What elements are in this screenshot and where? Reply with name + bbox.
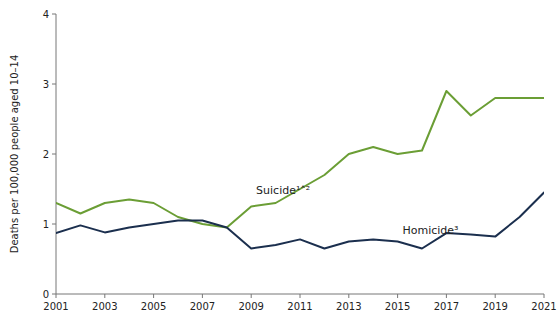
x-tick-label: 2015: [385, 301, 410, 312]
x-tick: [495, 294, 496, 298]
x-tick-label: 2001: [43, 301, 68, 312]
y-tick-label: 0: [43, 289, 49, 300]
x-tick-label: 2003: [92, 301, 117, 312]
x-tick: [397, 294, 398, 298]
chart: 2001200320052007200920112013201520172019…: [0, 0, 560, 324]
x-tick: [251, 294, 252, 298]
x-tick: [153, 294, 154, 298]
y-tick-label: 2: [43, 149, 49, 160]
lines: [56, 91, 544, 249]
y-tick: [52, 224, 56, 225]
x-tick: [56, 294, 57, 298]
x-tick: [446, 294, 447, 298]
y-tick-label: 3: [43, 79, 49, 90]
y-tick: [52, 84, 56, 85]
x-tick-label: 2007: [190, 301, 215, 312]
x-tick: [544, 294, 545, 298]
y-tick: [52, 14, 56, 15]
y-tick: [52, 294, 56, 295]
y-tick: [52, 154, 56, 155]
annotation: Homicide³: [402, 224, 458, 237]
x-tick: [104, 294, 105, 298]
x-tick: [202, 294, 203, 298]
x-tick-label: 2019: [482, 301, 507, 312]
series-line: [56, 193, 544, 249]
axes: 2001200320052007200920112013201520172019…: [43, 9, 557, 313]
x-tick-label: 2017: [434, 301, 459, 312]
x-tick: [300, 294, 301, 298]
x-tick-label: 2009: [238, 301, 263, 312]
annotation: Suicide¹˄²: [256, 184, 310, 197]
x-tick: [348, 294, 349, 298]
annotations: Suicide¹˄² Homicide³: [256, 184, 458, 236]
x-tick-label: 2021: [531, 301, 556, 312]
x-tick-label: 2005: [141, 301, 166, 312]
y-tick-label: 4: [43, 9, 49, 20]
y-tick-label: 1: [43, 219, 49, 230]
x-tick-label: 2013: [336, 301, 361, 312]
x-tick-label: 2011: [287, 301, 312, 312]
y-axis-label: Deaths per 100,000 people aged 10–14: [9, 55, 20, 254]
series-line: [56, 91, 544, 228]
